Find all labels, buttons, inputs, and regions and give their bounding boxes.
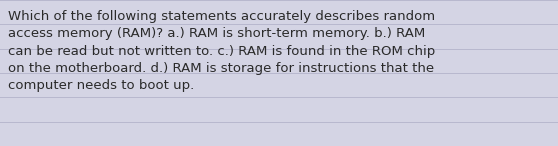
Text: Which of the following statements accurately describes random
access memory (RAM: Which of the following statements accura… bbox=[8, 10, 435, 92]
